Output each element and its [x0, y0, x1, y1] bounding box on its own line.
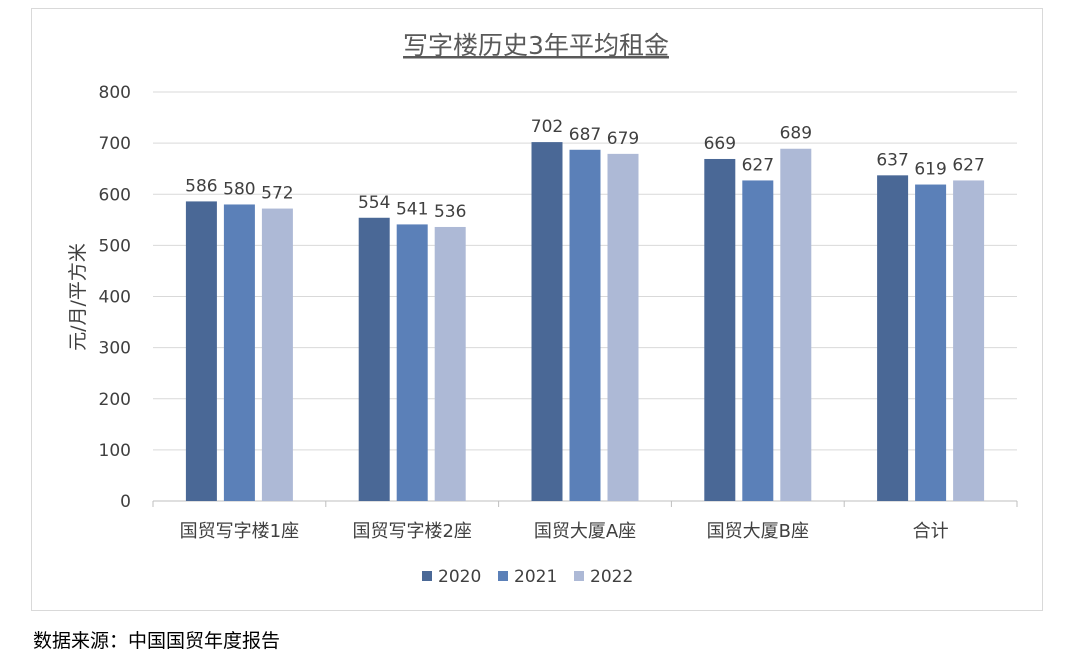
- data-label: 679: [607, 129, 639, 149]
- x-tick-label: 国贸大厦B座: [707, 521, 809, 542]
- bar: [780, 148, 812, 501]
- data-label: 687: [569, 125, 601, 145]
- legend-swatch: [574, 571, 584, 581]
- data-label: 627: [952, 155, 984, 175]
- bar: [185, 201, 217, 501]
- y-tick-label: 300: [99, 339, 131, 359]
- x-tick-label: 国贸写字楼2座: [352, 521, 471, 542]
- bar: [953, 180, 985, 502]
- y-tick-label: 100: [99, 441, 131, 461]
- x-tick-label: 国贸大厦A座: [534, 521, 636, 542]
- data-label: 580: [223, 179, 255, 199]
- bar: [704, 158, 736, 501]
- bar: [531, 142, 563, 502]
- data-label: 586: [185, 176, 217, 196]
- data-label: 702: [531, 117, 563, 137]
- data-label: 637: [876, 150, 908, 170]
- legend-swatch: [498, 571, 508, 581]
- data-label: 572: [261, 184, 293, 204]
- data-label: 536: [434, 202, 466, 222]
- y-tick-label: 600: [99, 185, 131, 205]
- chart-title: 写字楼历史3年平均租金: [403, 31, 669, 60]
- bar: [915, 184, 947, 501]
- bar: [877, 175, 909, 502]
- y-tick-label: 800: [99, 83, 131, 103]
- data-label: 541: [396, 199, 428, 219]
- legend-label: 2022: [590, 567, 633, 587]
- bar: [396, 224, 428, 501]
- x-tick-label: 合计: [913, 521, 949, 542]
- x-tick-label: 国贸写字楼1座: [180, 521, 299, 542]
- bar: [434, 226, 466, 501]
- data-label: 619: [914, 160, 946, 180]
- y-axis-label: 元/月/平方米: [67, 243, 89, 351]
- y-tick-label: 500: [99, 236, 131, 256]
- legend-label: 2020: [438, 567, 481, 587]
- y-tick-label: 0: [120, 492, 131, 512]
- bar: [569, 149, 601, 502]
- bar: [742, 180, 774, 502]
- bar: [607, 153, 639, 501]
- y-tick-label: 700: [99, 134, 131, 154]
- y-tick-label: 400: [99, 288, 131, 308]
- data-label: 627: [742, 155, 774, 175]
- data-label: 554: [358, 193, 390, 213]
- legend-swatch: [422, 571, 432, 581]
- source-note: 数据来源：中国国贸年度报告: [33, 630, 281, 652]
- bar: [261, 208, 293, 501]
- bar: [223, 204, 255, 501]
- bar-chart: 写字楼历史3年平均租金 0 100 200 300 400 500 600 700 800 元/月/…: [67, 31, 1018, 587]
- data-label: 669: [704, 134, 736, 154]
- bar: [358, 217, 390, 501]
- y-tick-label: 200: [99, 390, 131, 410]
- legend-label: 2021: [514, 567, 557, 587]
- data-label: 689: [780, 124, 812, 144]
